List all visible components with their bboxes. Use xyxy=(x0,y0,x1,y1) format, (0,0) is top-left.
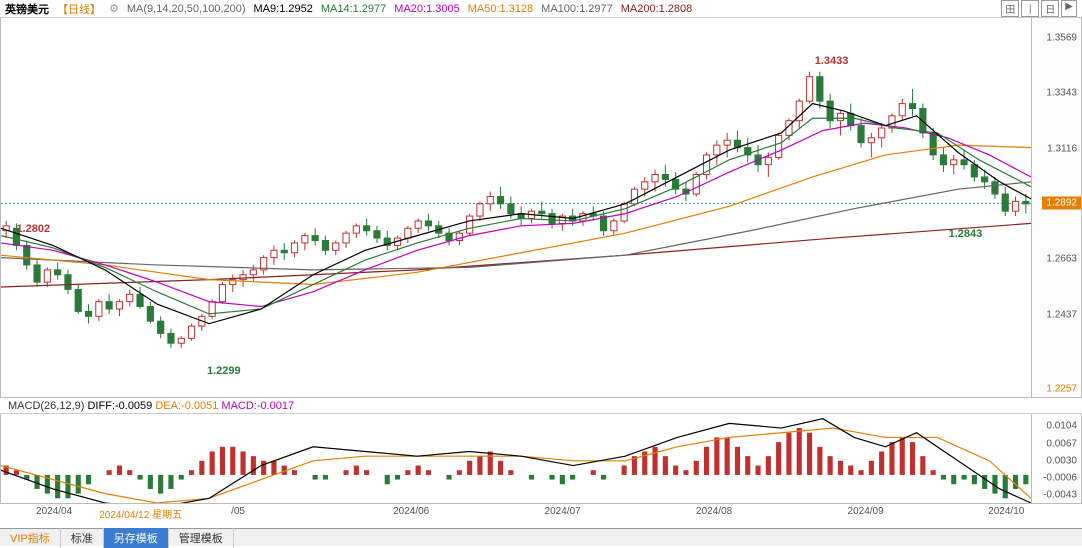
footer-tab[interactable]: 管理模板 xyxy=(169,528,234,548)
macd-canvas[interactable] xyxy=(1,414,1031,503)
footer-tab[interactable]: VIP指标 xyxy=(0,528,61,548)
ma-indicator-label: MA(9,14,20,50,100,200) xyxy=(127,3,246,15)
layout-icon-1[interactable]: 田 xyxy=(1001,0,1019,17)
toolbar-icons: 田 丨 日 ▶ xyxy=(1001,0,1077,17)
chart-canvas[interactable]: 1.28021.22991.34331.2843 xyxy=(1,18,1031,397)
timeframe[interactable]: 【日线】 xyxy=(57,1,101,17)
ma-values: MA9:1.2952MA14:1.2977MA20:1.3005MA50:1.3… xyxy=(254,3,701,15)
macd-chart[interactable]: 0.01040.00670.0030-0.0006-0.0043 xyxy=(0,414,1082,504)
layout-icon-2[interactable]: 丨 xyxy=(1021,0,1039,17)
macd-y-axis: 0.01040.00670.0030-0.0006-0.0043 xyxy=(1031,414,1081,503)
macd-label: MACD(26,12,9) xyxy=(8,400,84,412)
main-price-chart[interactable]: 1.28021.22991.34331.2843 1.35691.33431.3… xyxy=(0,18,1082,398)
macd-header: MACD(26,12,9) DIFF:-0.0059 DEA:-0.0051 M… xyxy=(0,398,1082,414)
chart-header: 英镑美元 【日线】 ⚙ MA(9,14,20,50,100,200) MA9:1… xyxy=(0,0,1082,18)
time-x-axis: 2024/042024/04/12 星期五/052024/062024/0720… xyxy=(0,504,1082,524)
settings-icon[interactable]: ⚙ xyxy=(109,2,119,15)
price-y-axis: 1.35691.33431.31161.28901.26631.24371.28… xyxy=(1031,18,1081,397)
footer-tab[interactable]: 标准 xyxy=(61,528,104,548)
play-icon[interactable]: ▶ xyxy=(1061,0,1077,17)
footer-tab[interactable]: 另存模板 xyxy=(104,528,169,548)
symbol: 英镑美元 xyxy=(5,1,49,17)
layout-icon-3[interactable]: 日 xyxy=(1041,0,1059,17)
macd-values: DIFF:-0.0059 DEA:-0.0051 MACD:-0.0017 xyxy=(87,400,294,412)
footer-tabs: VIP指标标准另存模板管理模板 xyxy=(0,528,1082,546)
